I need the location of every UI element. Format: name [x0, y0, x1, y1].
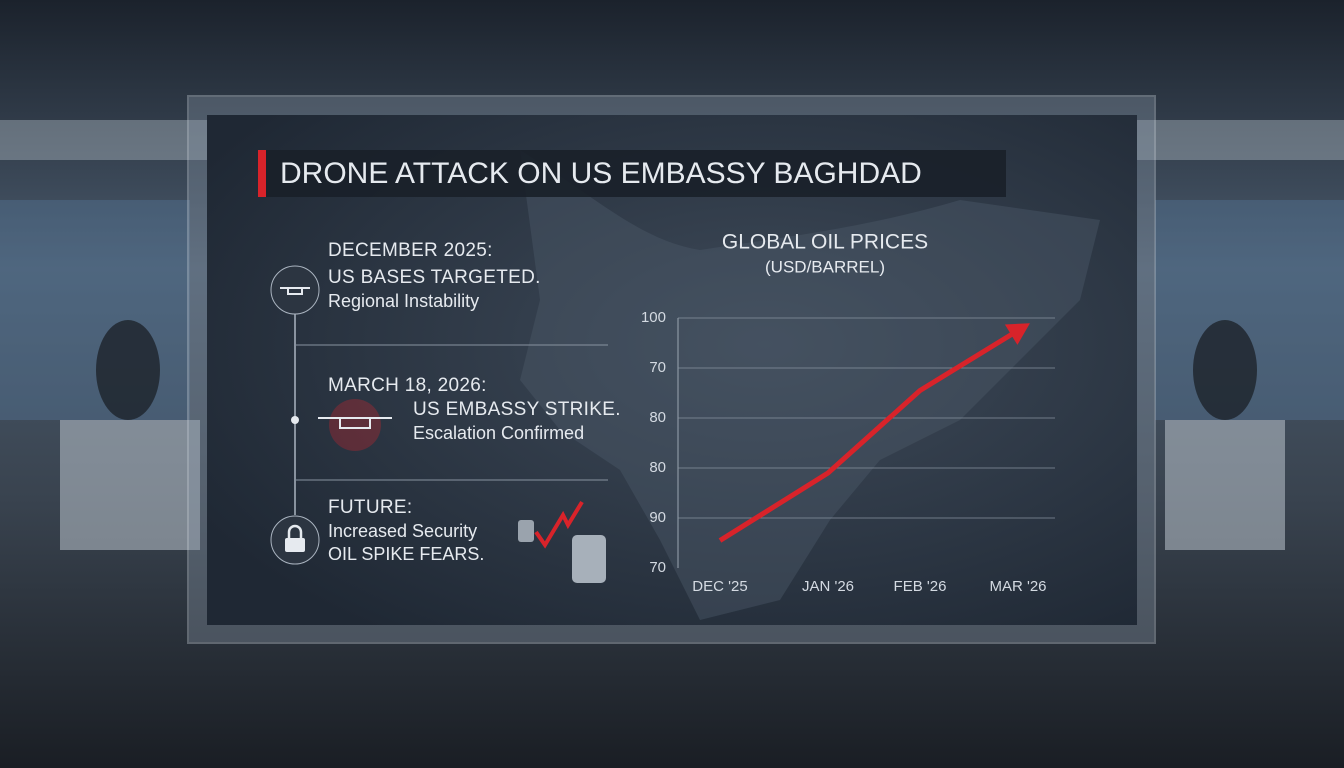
- x-tick-label: JAN '26: [802, 578, 854, 595]
- y-tick-label: 80: [649, 459, 666, 476]
- timeline-line-text: US BASES TARGETED.: [328, 267, 541, 288]
- drone-glyph: [280, 287, 310, 295]
- headline: DRONE ATTACK ON US EMBASSY BAGHDAD: [280, 157, 922, 190]
- mini-arrow: [534, 500, 584, 549]
- drone-icon: [270, 265, 320, 315]
- arrow-head: [1004, 323, 1030, 345]
- timeline-dot: [291, 416, 299, 424]
- barrel: [572, 535, 606, 583]
- y-tick-label: 100: [641, 309, 666, 326]
- x-tick-label: DEC '25: [692, 578, 747, 595]
- y-tick-label: 80: [649, 409, 666, 426]
- chart-title: GLOBAL OIL PRICES: [722, 231, 928, 254]
- y-tick-label: 70: [649, 359, 666, 376]
- drone-strike-glyph: [318, 417, 392, 429]
- chart-subtitle: (USD/BARREL): [765, 257, 885, 276]
- y-tick-label: 90: [649, 509, 666, 526]
- timeline-heading: MARCH 18, 2026:: [328, 375, 487, 396]
- y-tick-label: 70: [649, 559, 666, 576]
- timeline-heading: FUTURE:: [328, 497, 412, 518]
- timeline-line-text: Escalation Confirmed: [413, 423, 584, 443]
- anchor-left: [96, 320, 160, 420]
- desk-left: [60, 420, 200, 550]
- title-accent: [258, 150, 266, 197]
- desk-right: [1165, 420, 1285, 550]
- timeline-line-text: Increased Security: [328, 521, 477, 541]
- timeline-line-text: Regional Instability: [328, 291, 479, 311]
- x-tick-label: MAR '26: [989, 578, 1046, 595]
- strike-glow: [329, 399, 381, 451]
- lock-shackle: [287, 524, 303, 538]
- studio-window-left: [0, 200, 190, 420]
- lock-body: [285, 538, 305, 552]
- price-line: [718, 328, 1020, 543]
- timeline-heading: DECEMBER 2025:: [328, 240, 493, 261]
- barrel-small: [518, 520, 534, 542]
- panel: [207, 115, 1137, 625]
- title-bar: [258, 150, 1006, 197]
- x-tick-label: FEB '26: [894, 578, 947, 595]
- timeline-line-text: OIL SPIKE FEARS.: [328, 544, 484, 564]
- timeline-line-text: US EMBASSY STRIKE.: [413, 399, 621, 420]
- anchor-right: [1193, 320, 1257, 420]
- map-shape: [520, 150, 1100, 620]
